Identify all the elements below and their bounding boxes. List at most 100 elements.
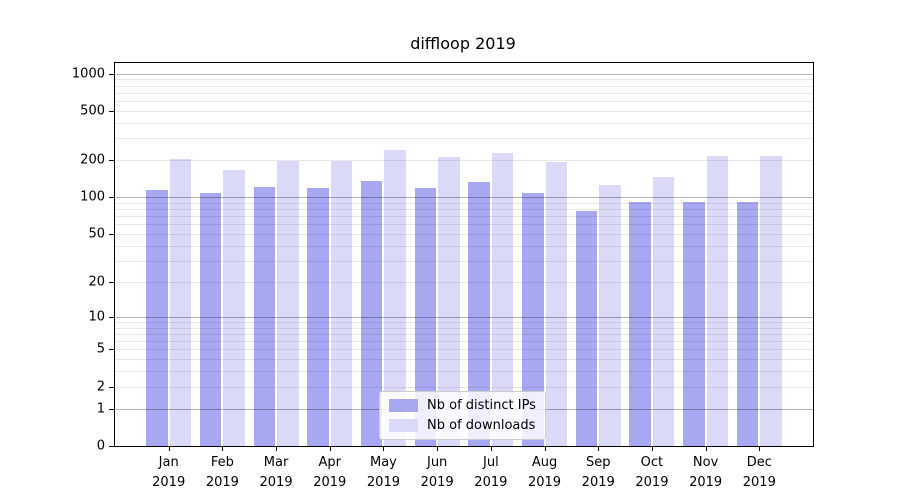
x-tick-mark-sep	[598, 446, 600, 451]
legend-row-distinct-ips: Nb of distinct IPs	[389, 398, 536, 413]
y-tick-mark-500	[109, 111, 114, 112]
legend-label-distinct-ips: Nb of distinct IPs	[427, 398, 536, 413]
y-tick-label-200: 200	[80, 152, 105, 168]
x-tick-year-apr: 2019	[313, 474, 347, 490]
bars-layer	[115, 63, 813, 446]
y-tick-mark-100	[109, 197, 114, 199]
x-tick-label-jan: Jan 2019	[152, 453, 185, 492]
x-tick-label-aug: Aug 2019	[528, 453, 561, 492]
bar-nb-of-downloads-jul	[491, 152, 514, 446]
x-tick-label-oct: Oct 2019	[635, 453, 668, 492]
x-tick-month-oct: Oct	[640, 455, 664, 470]
bar-nb-of-downloads-may	[384, 149, 406, 446]
x-tick-mark-jul	[490, 446, 492, 451]
bar-nb-of-downloads-sep	[599, 184, 621, 446]
y-tick-label-20: 20	[88, 274, 105, 290]
x-tick-month-jul: Jul	[483, 455, 499, 470]
y-tick-label-500: 500	[80, 103, 105, 119]
bar-nb-of-downloads-apr	[330, 160, 353, 446]
x-tick-year-jan: 2019	[152, 474, 186, 490]
y-tick-mark-1	[109, 408, 114, 410]
x-tick-month-aug: Aug	[531, 455, 558, 470]
bar-nb-of-downloads-aug	[545, 161, 567, 446]
bar-nb-of-downloads-feb	[223, 169, 245, 446]
x-tick-label-dec: Dec 2019	[743, 453, 776, 492]
x-tick-mark-nov	[705, 446, 707, 451]
bar-nb-of-distinct-ips-mar	[253, 186, 276, 446]
x-tick-label-jun: Jun 2019	[421, 453, 454, 492]
x-tick-mark-feb	[222, 446, 224, 451]
x-tick-month-jun: Jun	[426, 455, 448, 470]
x-tick-year-dec: 2019	[742, 474, 776, 490]
bar-nb-of-downloads-dec	[760, 155, 782, 446]
x-tick-month-jan: Jan	[158, 455, 179, 470]
y-tick-mark-2	[109, 386, 114, 388]
y-tick-mark-50	[109, 234, 114, 236]
y-tick-mark-200	[109, 160, 114, 162]
bar-nb-of-downloads-jun	[438, 157, 460, 446]
x-tick-mark-mar	[276, 446, 278, 451]
x-tick-mark-oct	[651, 446, 653, 451]
x-tick-label-nov: Nov 2019	[689, 453, 722, 492]
x-tick-label-jul: Jul 2019	[474, 453, 507, 492]
y-tick-mark-0	[109, 446, 114, 447]
bar-nb-of-downloads-nov	[706, 155, 729, 446]
bar-nb-of-distinct-ips-dec	[736, 202, 759, 446]
y-tick-label-2: 2	[96, 379, 105, 395]
x-tick-label-apr: Apr 2019	[313, 453, 346, 492]
bar-nb-of-distinct-ips-nov	[683, 201, 705, 446]
x-tick-mark-jun	[437, 446, 439, 451]
x-tick-mark-jan	[168, 446, 170, 451]
x-tick-month-feb: Feb	[210, 455, 234, 470]
y-tick-label-1: 1	[96, 401, 105, 417]
y-tick-label-50: 50	[88, 226, 105, 242]
y-tick-label-100: 100	[80, 189, 105, 205]
y-tick-label-1000: 1000	[71, 66, 105, 82]
y-tick-mark-1000	[109, 73, 114, 75]
x-tick-year-may: 2019	[366, 474, 400, 490]
x-tick-mark-dec	[759, 446, 761, 451]
bar-nb-of-distinct-ips-oct	[629, 202, 651, 446]
x-tick-label-feb: Feb 2019	[206, 453, 239, 492]
y-tick-label-5: 5	[96, 341, 105, 357]
bar-nb-of-distinct-ips-jul	[468, 182, 490, 446]
y-tick-mark-20	[109, 281, 114, 283]
x-tick-mark-aug	[544, 446, 546, 451]
x-tick-label-sep: Sep 2019	[582, 453, 615, 492]
x-tick-month-mar: Mar	[263, 455, 289, 470]
x-tick-month-sep: Sep	[585, 455, 611, 470]
bar-nb-of-downloads-oct	[652, 177, 675, 446]
x-tick-month-nov: Nov	[692, 455, 719, 470]
x-tick-mark-apr	[329, 446, 331, 451]
x-tick-month-apr: Apr	[318, 455, 342, 470]
x-tick-mark-may	[383, 446, 385, 451]
chart-title: diffloop 2019	[410, 34, 516, 53]
x-tick-year-jul: 2019	[474, 474, 508, 490]
legend: Nb of distinct IPs Nb of downloads	[379, 391, 546, 440]
y-tick-mark-5	[109, 349, 114, 351]
y-tick-label-0: 0	[96, 438, 105, 454]
bar-nb-of-downloads-mar	[277, 160, 299, 446]
x-tick-year-feb: 2019	[205, 474, 239, 490]
bar-nb-of-distinct-ips-jun	[414, 188, 437, 446]
x-tick-year-nov: 2019	[689, 474, 723, 490]
bar-nb-of-distinct-ips-may	[360, 180, 383, 446]
x-tick-year-oct: 2019	[635, 474, 669, 490]
legend-swatch-distinct-ips	[389, 399, 418, 412]
bar-nb-of-distinct-ips-sep	[575, 210, 598, 446]
legend-label-downloads: Nb of downloads	[427, 418, 536, 433]
bar-nb-of-distinct-ips-aug	[522, 193, 544, 446]
bar-nb-of-downloads-jan	[169, 159, 192, 446]
x-tick-year-mar: 2019	[259, 474, 293, 490]
bar-nb-of-distinct-ips-jan	[146, 189, 168, 446]
bar-nb-of-distinct-ips-apr	[307, 188, 329, 446]
y-tick-mark-10	[109, 316, 114, 318]
plot-area: 1000 500 200 100 50 20 10 5 2 1 0 Jan 2019 Feb 2019 Ma…	[72, 62, 814, 490]
bar-nb-of-distinct-ips-feb	[199, 192, 222, 446]
x-tick-label-mar: Mar 2019	[260, 453, 293, 492]
legend-swatch-downloads	[389, 419, 418, 432]
x-tick-month-may: May	[370, 455, 397, 470]
x-tick-year-jun: 2019	[420, 474, 454, 490]
x-tick-label-may: May 2019	[367, 453, 400, 492]
